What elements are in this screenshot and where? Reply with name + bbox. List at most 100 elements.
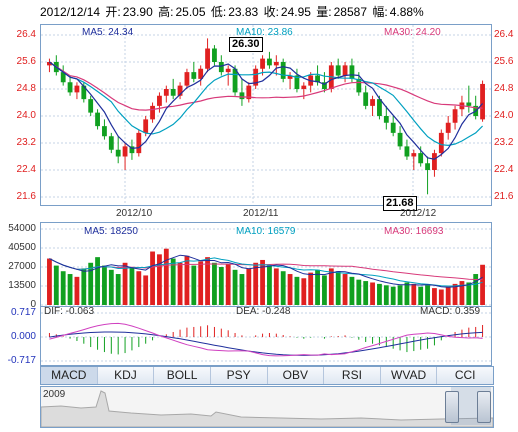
volume-bar <box>170 258 176 305</box>
volume-bar <box>150 251 155 305</box>
range-navigator[interactable]: 2009 <box>40 386 494 428</box>
tab-macd[interactable]: MACD <box>41 367 98 384</box>
price-chart <box>41 25 491 205</box>
macd-chart-panel[interactable] <box>40 306 492 366</box>
price-y-tick-right: 23.2 <box>494 137 514 148</box>
volume-bar <box>136 271 142 305</box>
candle-down <box>218 62 224 73</box>
price-y-tick-right: 22.4 <box>494 164 514 175</box>
volume-bar <box>253 262 259 305</box>
candle-up <box>136 132 142 154</box>
volume-bar <box>184 255 190 305</box>
volume-bar <box>452 283 458 305</box>
macd-y-tick: 0.717 <box>10 307 36 318</box>
candle-up <box>411 153 417 157</box>
volume-ma5-label: MA5: 18250 <box>84 226 138 237</box>
volume-chart <box>41 228 491 306</box>
candle-down <box>356 78 362 93</box>
macd-chart <box>41 312 491 362</box>
volume-bar <box>315 269 320 305</box>
volume-ma30-label: MA30: 16693 <box>384 226 444 237</box>
candle-up <box>301 85 307 89</box>
volume-bar <box>363 281 369 305</box>
volume-bar <box>397 285 403 305</box>
volume-bar <box>246 268 252 305</box>
volume-bar <box>404 282 410 305</box>
candle-up <box>287 75 293 79</box>
tab-boll[interactable]: BOLL <box>154 367 211 384</box>
tab-obv[interactable]: OBV <box>268 367 325 384</box>
tab-kdj[interactable]: KDJ <box>98 367 155 384</box>
dea-label: DEA: -0.248 <box>236 306 291 317</box>
candle-up <box>260 58 265 69</box>
candle-up <box>177 85 183 96</box>
price-y-tick-left: 26.4 <box>16 29 36 40</box>
candle-up <box>480 83 485 120</box>
candle-down <box>377 99 382 116</box>
candle-down <box>335 65 341 76</box>
price-y-tick-left: 24.0 <box>16 110 36 121</box>
candle-up <box>273 62 279 66</box>
high-value: 25.05 <box>175 5 206 19</box>
volume-bar <box>108 269 114 305</box>
volume-bar <box>349 276 355 305</box>
volume-y-tick: 0 <box>30 299 36 310</box>
candle-down <box>390 122 396 133</box>
volume-bar <box>356 279 362 305</box>
volume-bar <box>377 283 382 305</box>
candle-down <box>60 72 66 83</box>
open-label: 开: <box>105 5 121 19</box>
volume-bar <box>115 274 121 305</box>
volume-bar <box>129 267 135 305</box>
tab-psy[interactable]: PSY <box>211 367 268 384</box>
price-y-tick-right: 26.4 <box>494 29 514 40</box>
price-chart-panel[interactable] <box>40 24 492 206</box>
candle-up <box>150 105 155 120</box>
volume-bar <box>81 268 87 305</box>
volume-y-tick: 13500 <box>8 280 36 291</box>
volume-bar <box>74 276 80 305</box>
candle-up <box>370 99 375 106</box>
candle-down <box>404 146 410 157</box>
candle-up <box>143 119 149 133</box>
candle-down <box>232 68 238 93</box>
open-value: 23.90 <box>122 5 153 19</box>
macd-y-tick: -0.717 <box>7 355 36 366</box>
navigator-left-handle[interactable] <box>445 391 459 423</box>
candle-down <box>191 72 197 79</box>
change-label: 幅: <box>372 5 388 19</box>
high-label: 高: <box>158 5 174 19</box>
candle-up <box>205 48 210 69</box>
macd-y-tick: 0.000 <box>10 331 36 342</box>
volume-bar <box>273 268 279 305</box>
volume-bar <box>335 271 341 305</box>
volume-bar <box>466 282 472 305</box>
volume-bar <box>88 262 94 305</box>
candle-up <box>163 89 169 96</box>
volume-bar <box>438 289 444 305</box>
ma5-line <box>49 61 484 160</box>
candle-up <box>47 62 52 66</box>
price-y-tick-left: 24.8 <box>16 83 36 94</box>
tab-rsi[interactable]: RSI <box>324 367 381 384</box>
volume-bar <box>418 286 424 305</box>
tab-cci[interactable]: CCI <box>454 368 476 382</box>
volume-bar <box>459 281 465 305</box>
volume-bar <box>163 248 169 305</box>
candle-down <box>349 65 355 79</box>
volume-bar <box>267 265 272 305</box>
navigator-right-handle[interactable] <box>477 391 491 423</box>
volume-ma5-line <box>49 254 483 288</box>
candle-down <box>418 153 424 164</box>
volume-bar <box>294 276 300 305</box>
low-callout: 21.68 <box>383 196 417 211</box>
tab-wvad[interactable]: WVAD <box>381 367 438 384</box>
ma30-line <box>49 61 483 111</box>
candle-up <box>438 132 444 154</box>
price-y-tick-right: 21.6 <box>494 191 514 202</box>
candle-down <box>129 146 135 154</box>
dif-label: DIF: -0.063 <box>44 306 95 317</box>
volume-ma10-line <box>49 257 483 287</box>
volume-bar <box>212 262 217 305</box>
price-y-tick-right: 24.0 <box>494 110 514 121</box>
